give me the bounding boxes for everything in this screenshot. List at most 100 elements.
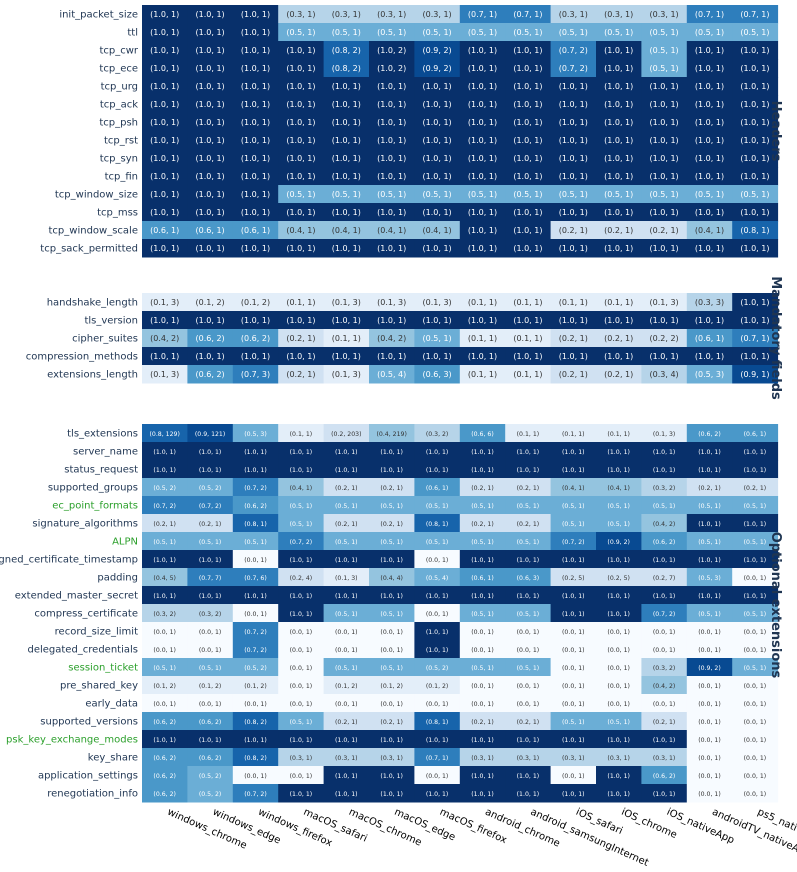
heatmap-cell: [732, 694, 779, 713]
heatmap-cell: [550, 604, 597, 623]
row-label: tcp_syn: [100, 154, 138, 165]
cell-label: (0.5, 1): [426, 503, 449, 510]
heatmap-cell: [550, 23, 597, 42]
cell-label: (1.0, 1): [150, 10, 179, 19]
heatmap-cell: [550, 712, 597, 731]
heatmap-cell: [232, 658, 279, 677]
heatmap-cell: [596, 365, 642, 384]
cell-label: (1.0, 1): [377, 100, 406, 109]
cell-label: (0.6, 3): [423, 370, 452, 379]
heatmap-cell: [686, 658, 733, 677]
cell-label: (0.5, 3): [698, 575, 721, 582]
heatmap-section: tls_extensions (0.8, 129) (0.9, 121) (0.5, …: [0, 424, 779, 803]
cell-label: (0.1, 3): [335, 575, 358, 582]
cell-label: (1.0, 1): [740, 64, 769, 73]
cell-label: (0.2, 1): [335, 485, 358, 492]
cell-label: (0.4, 219): [376, 431, 406, 438]
row-label: tcp_window_size: [55, 190, 138, 201]
cell-label: (1.0, 1): [377, 352, 406, 361]
heatmap-cell: [369, 239, 415, 258]
cell-label: (0.0, 1): [607, 629, 630, 636]
cell-label: (0.3, 4): [650, 370, 679, 379]
heatmap-cell: [505, 748, 552, 767]
heatmap-cell: [550, 113, 597, 132]
cell-label: (1.0, 1): [513, 244, 542, 253]
heatmap-cell: [596, 586, 642, 605]
cell-label: (1.0, 1): [380, 557, 403, 564]
cell-label: (0.1, 1): [468, 334, 497, 343]
cell-label: (0.6, 2): [196, 334, 225, 343]
cell-label: (0.5, 1): [695, 190, 724, 199]
cell-label: (0.1, 3): [377, 298, 406, 307]
heatmap-cell: [142, 131, 188, 150]
heatmap-cell: [278, 167, 325, 186]
heatmap-cell: [641, 514, 688, 533]
cell-label: (1.0, 1): [150, 82, 179, 91]
heatmap-cell: [596, 604, 642, 623]
heatmap-cell: [596, 640, 642, 659]
cell-label: (0.1, 1): [513, 298, 542, 307]
heatmap-cell: [278, 496, 325, 515]
heatmap-cell: [142, 5, 188, 24]
cell-label: (1.0, 1): [377, 82, 406, 91]
cell-label: (1.0, 2): [377, 46, 406, 55]
heatmap-cell: [414, 347, 461, 366]
cell-label: (0.5, 1): [607, 503, 630, 510]
cell-label: (1.0, 1): [380, 467, 403, 474]
cell-label: (1.0, 1): [740, 100, 769, 109]
heatmap-cell: [278, 293, 325, 312]
cell-label: (1.0, 1): [468, 352, 497, 361]
cell-label: (1.0, 1): [513, 226, 542, 235]
cell-label: (1.0, 1): [290, 449, 313, 456]
heatmap-cell: [686, 730, 733, 749]
heatmap-cell: [414, 712, 461, 731]
heatmap-cell: [369, 586, 415, 605]
heatmap-cell: [278, 77, 325, 96]
cell-label: (1.0, 1): [423, 208, 452, 217]
cell-label: (0.0, 1): [607, 683, 630, 690]
cell-label: (0.0, 1): [471, 647, 494, 654]
heatmap-cell: [596, 568, 642, 587]
heatmap-cell: [323, 514, 370, 533]
cell-label: (1.0, 1): [468, 154, 497, 163]
heatmap-cell: [550, 203, 597, 222]
row-label: signed_certificate_timestamp: [0, 555, 138, 566]
cell-label: (1.0, 1): [650, 352, 679, 361]
heatmap-cell: [369, 550, 415, 569]
heatmap-cell: [550, 568, 597, 587]
cell-label: (0.1, 2): [241, 298, 270, 307]
heatmap-cell: [232, 514, 279, 533]
cell-label: (0.6, 1): [196, 226, 225, 235]
cell-label: (0.1, 1): [332, 334, 361, 343]
cell-label: (1.0, 1): [562, 737, 585, 744]
cell-label: (0.7, 2): [244, 791, 267, 798]
cell-label: (1.0, 1): [562, 791, 585, 798]
heatmap-cell: [505, 424, 552, 443]
cell-label: (1.0, 1): [471, 557, 494, 564]
cell-label: (1.0, 1): [517, 593, 540, 600]
heatmap-cell: [278, 604, 325, 623]
cell-label: (0.4, 2): [653, 683, 676, 690]
heatmap-cell: [278, 442, 325, 461]
heatmap-cell: [641, 113, 688, 132]
cell-label: (0.2, 1): [380, 485, 403, 492]
heatmap-cell: [505, 622, 552, 641]
heatmap-cell: [596, 95, 642, 114]
cell-label: (0.0, 1): [244, 557, 267, 564]
heatmap-cell: [459, 424, 506, 443]
cell-label: (0.5, 1): [286, 190, 315, 199]
heatmap-cell: [369, 748, 415, 767]
cell-label: (1.0, 1): [241, 352, 270, 361]
heatmap-cell: [732, 550, 779, 569]
cell-label: (0.5, 1): [471, 539, 494, 546]
cell-label: (1.0, 1): [423, 154, 452, 163]
cell-label: (1.0, 1): [740, 352, 769, 361]
heatmap-cell: [323, 185, 370, 204]
cell-label: (0.5, 1): [423, 190, 452, 199]
heatmap-cell: [596, 23, 642, 42]
cell-label: (1.0, 1): [513, 82, 542, 91]
heatmap-cell: [142, 167, 188, 186]
heatmap-cell: [732, 640, 779, 659]
heatmap-cell: [414, 203, 461, 222]
